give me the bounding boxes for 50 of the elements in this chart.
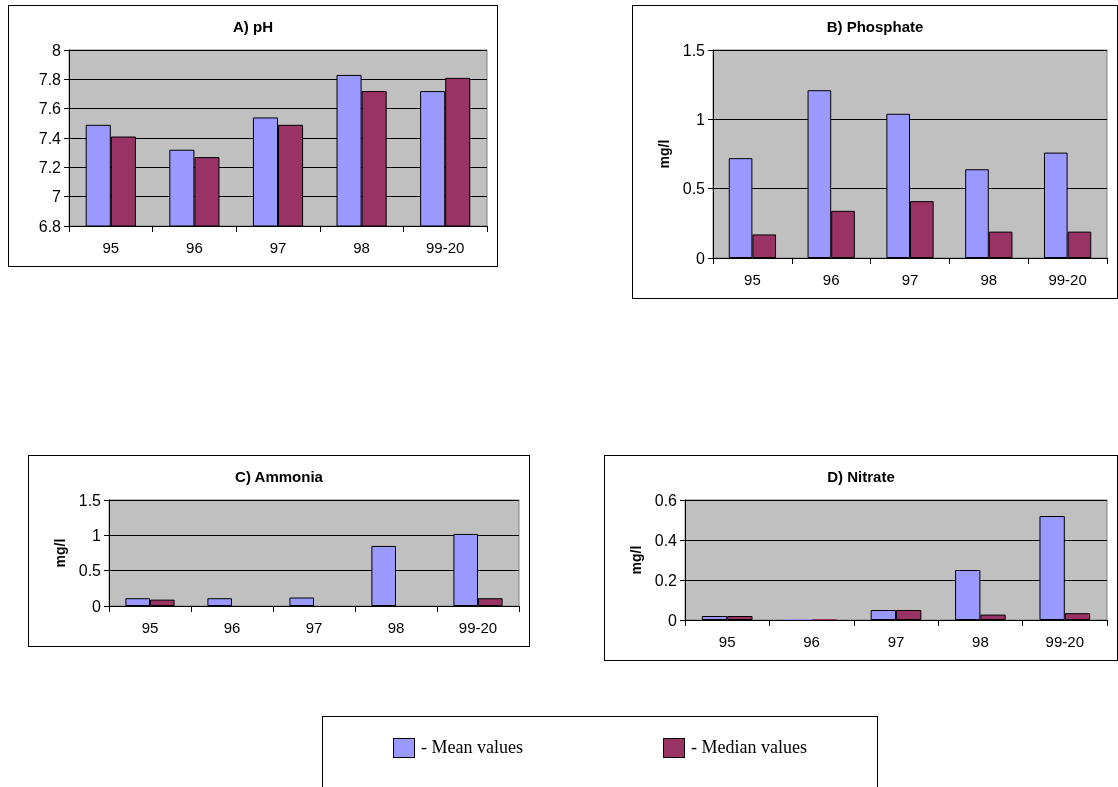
y-tick-label: 1	[696, 110, 706, 128]
chart-title: C) Ammonia	[235, 468, 324, 485]
x-tick-label: 96	[803, 633, 820, 650]
x-tick-label: 96	[223, 619, 241, 636]
bar	[289, 597, 314, 606]
legend-label: - Median values	[691, 737, 807, 758]
y-tick-label: 7.6	[38, 100, 62, 118]
chart-title: A) pH	[233, 18, 273, 35]
y-tick-label: 1.5	[682, 41, 706, 59]
y-tick-label: 7.8	[38, 70, 62, 88]
x-tick-label: 98	[972, 633, 989, 650]
bar	[207, 598, 232, 606]
x-tick-label: 98	[387, 619, 405, 636]
x-tick-label: 95	[718, 633, 736, 650]
y-tick-label: 0.5	[78, 562, 102, 580]
y-tick-label: 7.2	[38, 158, 62, 176]
x-tick-label: 99-20	[458, 619, 498, 636]
y-axis-title: mg/l	[656, 139, 672, 169]
chart-title: D) Nitrate	[827, 468, 895, 485]
x-tick-label: 97	[269, 239, 287, 256]
x-tick-label: 99-20	[426, 239, 465, 256]
y-tick-label: 0.5	[682, 180, 706, 198]
x-tick-label: 96	[822, 271, 840, 288]
legend-label: - Mean values	[421, 737, 523, 758]
x-tick-label: 99-20	[1045, 633, 1084, 650]
x-tick-label: 95	[141, 619, 159, 636]
y-tick-label: 1.5	[78, 491, 102, 509]
x-tick-label: 98	[353, 239, 370, 256]
y-tick-label: 6.8	[38, 217, 62, 235]
y-tick-label: 7	[52, 188, 62, 206]
y-tick-label: 7.4	[38, 129, 62, 147]
y-tick-label: 1	[92, 526, 102, 544]
x-tick-label: 95	[744, 271, 761, 288]
y-tick-label: 0	[696, 249, 706, 267]
y-tick-label: 0	[668, 611, 678, 629]
x-tick-label: 98	[980, 271, 998, 288]
x-tick-label: 97	[305, 619, 323, 636]
x-tick-label: 97	[887, 633, 905, 650]
x-tick-label: 97	[901, 271, 919, 288]
chart-title: B) Phosphate	[826, 18, 924, 35]
x-tick-label: 95	[102, 239, 120, 256]
y-tick-label: 0.6	[654, 491, 678, 509]
y-axis-title: mg/l	[628, 545, 644, 575]
y-tick-label: 8	[52, 41, 62, 59]
y-tick-label: 0.2	[654, 571, 678, 589]
y-tick-label: 0	[92, 597, 102, 615]
x-tick-label: 96	[186, 239, 203, 256]
x-tick-label: 99-20	[1048, 271, 1087, 288]
y-axis-title: mg/l	[52, 538, 68, 568]
y-tick-label: 0.4	[654, 531, 678, 549]
